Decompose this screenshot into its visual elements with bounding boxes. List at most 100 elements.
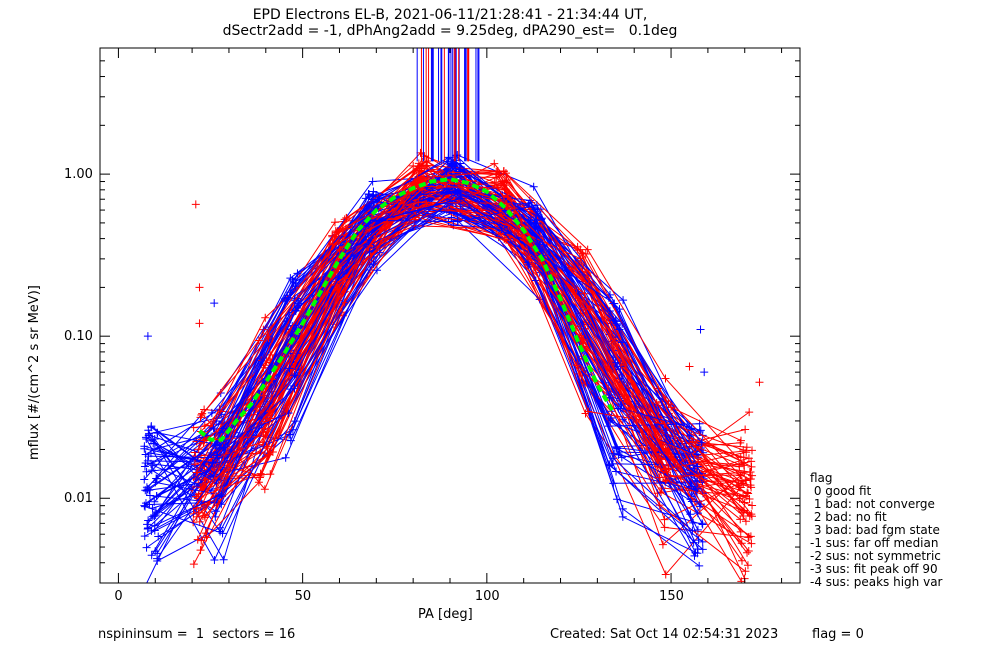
data-point [688,526,697,535]
data-point [369,259,378,268]
data-point [584,407,593,416]
data-point [281,453,290,462]
data-point [696,325,705,334]
data-point [583,245,592,254]
footer-created: Created: Sat Oct 14 02:54:31 2023 [550,627,779,642]
data-point [420,174,429,183]
data-point [525,196,534,205]
data-point [693,450,702,459]
data-point [409,161,418,170]
legend-item: -4 sus: peaks high var [810,575,943,589]
data-point [413,174,422,183]
data-point [745,494,754,503]
data-point [218,529,227,538]
data-point [195,283,204,292]
data-point [215,523,224,532]
data-point [695,502,704,511]
data-point [617,453,626,462]
y-tick-label: 0.01 [64,491,93,507]
data-point [150,444,159,453]
chart-title-line2: dSectr2add = -1, dPhAng2add = 9.25deg, d… [222,23,678,39]
data-point [746,475,755,484]
data-point [613,444,622,453]
data-point [687,425,696,434]
data-point [652,398,661,407]
data-point [261,313,270,322]
data-point [741,517,750,526]
data-point [609,479,618,488]
y-tick-label: 1.00 [64,167,93,183]
data-point [451,161,460,170]
data-series-line [194,203,751,480]
data-point [573,242,582,251]
data-point [328,240,337,249]
data-point [219,555,228,564]
x-tick-label: 100 [474,589,500,604]
data-point [201,475,210,484]
data-point [142,467,151,476]
data-series-line [196,185,747,473]
data-point [291,323,300,332]
data-point [661,570,670,579]
data-point [693,525,702,534]
data-point [529,182,538,191]
data-series-line [145,192,692,487]
data-point [743,548,752,557]
data-point [196,546,205,555]
axes-group [100,48,800,583]
data-point [368,177,377,186]
legend-item: 1 bad: not converge [810,497,935,511]
data-point [141,499,150,508]
data-point [286,430,295,439]
data-point [605,307,614,316]
data-point [286,385,295,394]
data-point [153,554,162,563]
data-point [655,473,664,482]
data-point [698,537,707,546]
data-point [372,266,381,275]
data-point [210,556,219,565]
data-point [142,483,151,492]
data-point [660,515,669,524]
data-point [606,417,615,426]
data-point [330,218,339,227]
data-series-line [193,201,748,514]
data-point [615,325,624,334]
data-point [660,523,669,532]
data-point [660,465,669,474]
data-point [741,425,750,434]
data-point [422,200,431,209]
data-point [744,454,753,463]
data-point [262,431,271,440]
data-point [293,269,302,278]
data-point [151,478,160,487]
data-point [742,448,751,457]
data-point [143,520,152,529]
data-point [686,510,695,519]
data-point [693,462,702,471]
data-point [685,431,694,440]
data-point [736,527,745,536]
data-point [619,296,628,305]
data-point [530,219,539,228]
data-point [197,536,206,545]
data-point [147,466,156,475]
data-series-line [148,201,695,469]
data-point [332,284,341,293]
data-point [189,560,198,569]
data-point [140,462,149,471]
data-point [496,205,505,214]
data-point [585,305,594,314]
data-point [579,336,588,345]
data-point [200,436,209,445]
data-point [456,194,465,203]
data-point [685,362,694,371]
legend-item: 0 good fit [810,484,872,498]
data-point [611,316,620,325]
data-point [140,444,149,453]
data-point [490,159,499,168]
data-point [612,467,621,476]
data-point [260,485,269,494]
data-point [145,491,154,500]
data-point [143,332,152,341]
